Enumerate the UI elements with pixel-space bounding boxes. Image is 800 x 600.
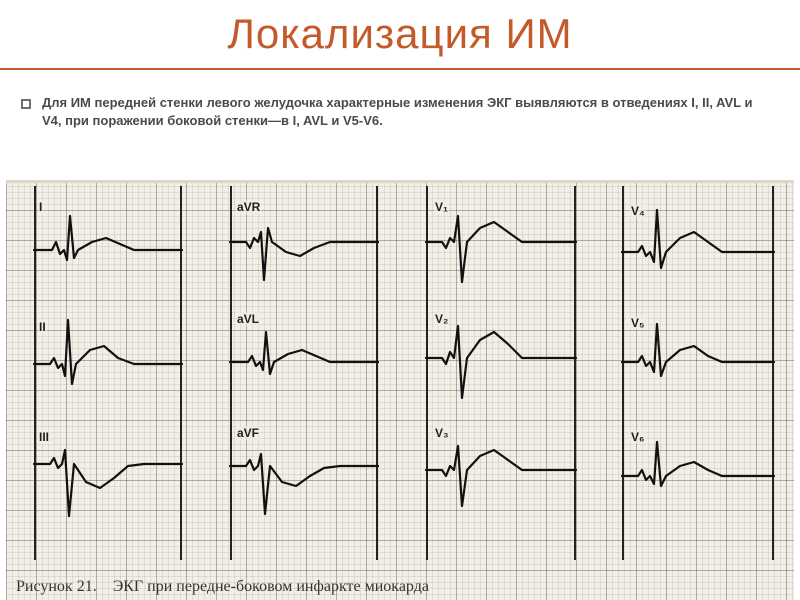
ecg-waveform	[34, 310, 182, 410]
ecg-lead-v₂: V₂	[426, 310, 576, 410]
ecg-lead-v₆: V₆	[622, 424, 774, 524]
figure-caption: Рисунок 21. ЭКГ при передне-боковом инфа…	[16, 578, 429, 596]
bullet-icon	[20, 98, 32, 110]
description-row: Для ИМ передней стенки левого желудочка …	[0, 70, 800, 143]
ecg-waveform	[426, 424, 576, 524]
figure-top-edge	[6, 180, 794, 183]
ecg-waveform	[622, 424, 774, 524]
ecg-waveform	[230, 198, 378, 298]
ecg-waveform	[426, 198, 576, 298]
ecg-lead-v₁: V₁	[426, 198, 576, 298]
ecg-lead-v₃: V₃	[426, 424, 576, 524]
ecg-waveform	[34, 424, 182, 524]
ecg-waveform	[622, 198, 774, 298]
ecg-lead-avf: aVF	[230, 424, 378, 524]
ecg-waveform	[230, 310, 378, 410]
ecg-waveform	[426, 310, 576, 410]
title-bar: Локализация ИМ	[0, 0, 800, 70]
ecg-waveform	[622, 310, 774, 410]
page-title: Локализация ИМ	[227, 10, 572, 58]
ecg-lead-i: I	[34, 198, 182, 298]
ecg-waveform	[34, 198, 182, 298]
ecg-lead-avl: aVL	[230, 310, 378, 410]
ecg-lead-v₄: V₄	[622, 198, 774, 298]
ecg-figure: IIIIIIaVRaVLaVFV₁V₂V₃V₄V₅V₆ Рисунок 21. …	[6, 180, 794, 600]
ecg-lead-avr: aVR	[230, 198, 378, 298]
caption-text: ЭКГ при передне-боковом инфаркте миокард…	[113, 578, 429, 595]
ecg-lead-ii: II	[34, 310, 182, 410]
ecg-waveform	[230, 424, 378, 524]
description-text: Для ИМ передней стенки левого желудочка …	[42, 94, 772, 129]
ecg-lead-v₅: V₅	[622, 310, 774, 410]
caption-prefix: Рисунок 21.	[16, 578, 97, 595]
ecg-lead-iii: III	[34, 424, 182, 524]
